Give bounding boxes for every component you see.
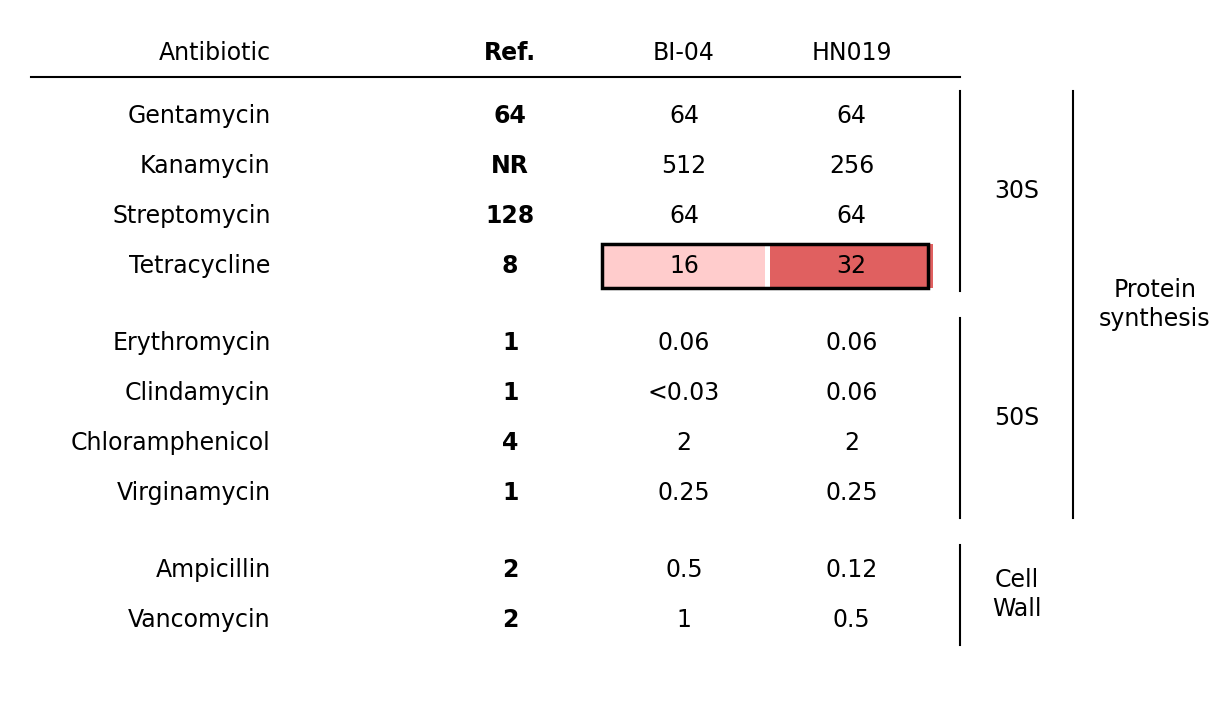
Text: Gentamycin: Gentamycin (128, 104, 270, 128)
Text: 0.06: 0.06 (825, 381, 878, 405)
Text: 30S: 30S (995, 179, 1040, 203)
Text: 2: 2 (844, 431, 860, 454)
Text: 64: 64 (836, 204, 867, 228)
FancyBboxPatch shape (770, 244, 933, 288)
FancyBboxPatch shape (603, 244, 765, 288)
Text: 2: 2 (677, 431, 691, 454)
Text: Tetracycline: Tetracycline (129, 254, 270, 278)
Text: Kanamycin: Kanamycin (140, 154, 270, 178)
Text: NR: NR (491, 154, 529, 178)
Text: 64: 64 (494, 104, 527, 128)
Text: 64: 64 (669, 104, 699, 128)
Text: 64: 64 (669, 204, 699, 228)
Text: 4: 4 (502, 431, 518, 454)
Text: 16: 16 (669, 254, 699, 278)
Text: <0.03: <0.03 (648, 381, 720, 405)
Text: 50S: 50S (995, 406, 1040, 430)
Text: 2: 2 (502, 607, 518, 632)
Text: HN019: HN019 (812, 41, 892, 65)
Text: 1: 1 (502, 381, 518, 405)
Text: Antibiotic: Antibiotic (158, 41, 270, 65)
Text: 0.5: 0.5 (833, 607, 871, 632)
Text: Vancomycin: Vancomycin (128, 607, 270, 632)
Text: Ref.: Ref. (484, 41, 537, 65)
Text: Erythromycin: Erythromycin (112, 331, 270, 355)
Text: 1: 1 (502, 331, 518, 355)
Text: Ampicillin: Ampicillin (155, 558, 270, 582)
Text: Streptomycin: Streptomycin (112, 204, 270, 228)
Text: Chloramphenicol: Chloramphenicol (71, 431, 270, 454)
Text: 64: 64 (836, 104, 867, 128)
Text: 1: 1 (677, 607, 691, 632)
Text: 512: 512 (662, 154, 706, 178)
Text: 8: 8 (502, 254, 518, 278)
Text: 0.06: 0.06 (825, 331, 878, 355)
Text: Virginamycin: Virginamycin (117, 481, 270, 505)
Text: Clindamycin: Clindamycin (125, 381, 270, 405)
Text: 0.5: 0.5 (666, 558, 702, 582)
Text: 0.25: 0.25 (825, 481, 878, 505)
Text: 2: 2 (502, 558, 518, 582)
Text: 0.25: 0.25 (658, 481, 710, 505)
Text: BI-04: BI-04 (653, 41, 715, 65)
Text: Protein
synthesis: Protein synthesis (1099, 278, 1211, 331)
Text: 0.06: 0.06 (658, 331, 710, 355)
Text: Cell
Wall: Cell Wall (992, 568, 1041, 621)
Text: 1: 1 (502, 481, 518, 505)
Text: 0.12: 0.12 (825, 558, 878, 582)
Text: 128: 128 (485, 204, 535, 228)
Text: 32: 32 (836, 254, 867, 278)
Text: 256: 256 (829, 154, 874, 178)
